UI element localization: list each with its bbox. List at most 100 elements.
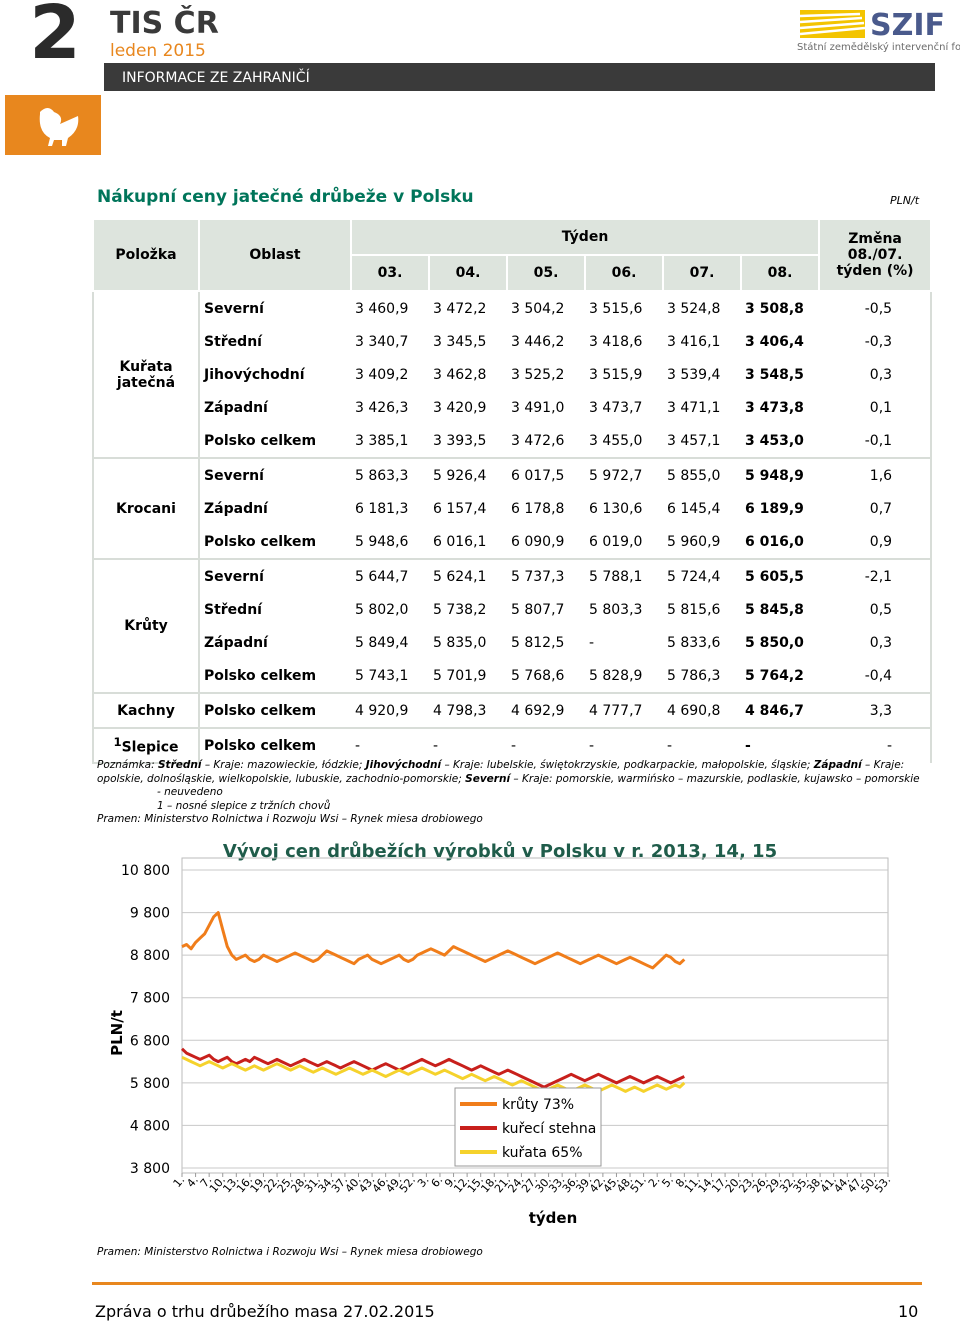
chicken-icon [39, 108, 79, 146]
section-unit: PLN/t [890, 194, 920, 207]
note-text: – Kraje: lubelskie, świętokrzyskie, podk… [444, 759, 811, 771]
x-axis-label: týden [529, 1209, 578, 1227]
y-tick-label: 5 800 [130, 1076, 170, 1092]
note-lead: Poznámka: [97, 759, 155, 771]
series-line [181, 911, 686, 970]
footnote-marker: 1 [113, 735, 122, 750]
footer-rule [92, 1282, 922, 1285]
y-tick-label: 7 800 [130, 991, 170, 1007]
legend-label: krůty 73% [502, 1097, 574, 1113]
group-name: Kuřata jatečná [92, 290, 200, 459]
head-week-number: 03. [350, 254, 430, 292]
head-row: 03. 04. 05. 06. 07. 08. [93, 254, 931, 292]
note-text: – Kraje: mazowieckie, łódzkie; [204, 759, 363, 771]
price: 3 462,8 [433, 366, 487, 383]
price: 3 524,8 [663, 290, 741, 325]
price: 4 846,7 [741, 692, 820, 728]
head-week-number: 06. [584, 254, 664, 292]
head-row: Položka Oblast Týden Změna 08./07. týden… [92, 218, 933, 292]
table-body: Kuřata jatečná Severní 3 460,9 3 472,2 3 504… [92, 290, 933, 764]
change: -0,3 [819, 325, 933, 358]
price: 3 539,4 [667, 366, 721, 383]
price: 5 788,1 [585, 558, 663, 593]
price: 3 504,2 [507, 290, 585, 325]
price: 5 812,5 [511, 634, 565, 651]
price: 6 178,8 [511, 500, 565, 517]
price: - [585, 727, 663, 763]
price-table: Položka Oblast Týden Změna 08./07. týden… [92, 218, 933, 764]
price: 3 508,8 [741, 290, 820, 325]
head-change: Změna 08./07. týden (%) [818, 218, 933, 292]
price: 5 724,4 [663, 558, 741, 593]
price: 3 409,2 [355, 366, 409, 383]
price: 3 455,0 [589, 432, 643, 449]
price: 5 960,9 [667, 533, 721, 550]
price: 5 737,3 [507, 558, 585, 593]
price: 3 515,6 [585, 290, 663, 325]
y-axis-label: PLN/t [108, 1010, 126, 1056]
price: 6 019,0 [589, 533, 643, 550]
brand: TIS ČR [110, 4, 219, 41]
series-line [181, 1055, 686, 1093]
price: 5 624,1 [429, 558, 507, 593]
price: - [663, 727, 741, 763]
price: 5 815,6 [667, 601, 721, 618]
section-title: Nákupní ceny jatečné drůbeže v Polsku [97, 187, 474, 207]
change: -0,5 [819, 290, 933, 325]
region: Polsko celkem [204, 432, 317, 449]
price: 6 157,4 [433, 500, 487, 517]
region: Polsko celkem [204, 533, 317, 550]
price: 5 786,3 [667, 667, 721, 684]
table-row: Západní 5 849,4 5 835,0 5 812,5 - 5 833,6 5 85… [93, 626, 933, 659]
region: Severní [199, 290, 351, 325]
change: -2,1 [819, 558, 933, 593]
change: -0,1 [819, 424, 933, 458]
note-key: Západní [813, 759, 862, 771]
price: 6 090,9 [511, 533, 565, 550]
table-row: Polsko celkem 5 743,1 5 701,9 5 768,6 5 828,… [93, 659, 933, 693]
logo-stripes [799, 10, 866, 38]
y-tick-label: 9 800 [130, 906, 170, 922]
table-row: Západní 6 181,3 6 157,4 6 178,8 6 130,6 6 145… [93, 492, 933, 525]
price: 5 803,3 [589, 601, 643, 618]
legend-label: kuřecí stehna [502, 1121, 596, 1137]
note-text: Kraje: opolskie, dolnośląskie, wielkopol… [97, 759, 905, 785]
price: 5 855,0 [663, 457, 741, 492]
price: - [507, 727, 585, 763]
price: 3 385,1 [355, 432, 409, 449]
change: 0,9 [819, 525, 933, 559]
region: Severní [199, 457, 351, 492]
price: 3 420,9 [433, 399, 487, 416]
x-tick-label: 51. [628, 1174, 649, 1196]
price: 5 863,3 [351, 457, 429, 492]
price: 5 807,7 [511, 601, 565, 618]
head-item: Položka [92, 218, 200, 292]
price: 3 515,9 [589, 366, 643, 383]
price: 6 130,6 [589, 500, 643, 517]
price: 3 472,6 [511, 432, 565, 449]
change: 0,7 [819, 492, 933, 525]
price: 5 764,2 [745, 667, 804, 684]
note-dash: - neuvedeno [157, 786, 223, 798]
price: 4 920,9 [351, 692, 429, 728]
price: 6 016,0 [745, 533, 804, 550]
chart-title: Vývoj cen drůbežích výrobků v Polsku v r… [223, 840, 777, 862]
head-region: Oblast [198, 218, 352, 292]
price: 3 418,6 [589, 333, 643, 350]
date: leden 2015 [110, 41, 206, 61]
table-row: Střední 3 340,7 3 345,5 3 446,2 3 418,6 3 416… [93, 325, 933, 358]
note-key: Severní [465, 772, 511, 785]
change: 0,3 [819, 358, 933, 391]
change: 0,3 [819, 626, 933, 659]
price: 5 644,7 [351, 558, 429, 593]
group-name: Krocani [92, 457, 200, 560]
x-tick-label: 52. [397, 1174, 418, 1196]
table-row: Západní 3 426,3 3 420,9 3 491,0 3 473,7 3 471… [93, 391, 933, 424]
price: 6 145,4 [667, 500, 721, 517]
change: 1,6 [819, 457, 933, 492]
price: 4 692,9 [507, 692, 585, 728]
table-row: Polsko celkem 3 385,1 3 393,5 3 472,6 3 455,… [93, 424, 933, 458]
head-week-number: 05. [506, 254, 586, 292]
price: 4 777,7 [585, 692, 663, 728]
price: 5 768,6 [511, 667, 565, 684]
